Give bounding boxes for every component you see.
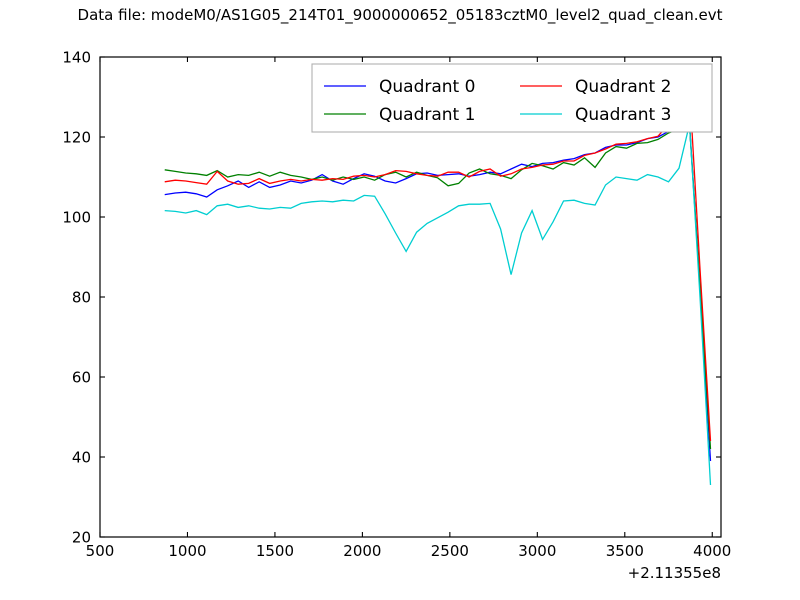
legend-box <box>311 63 713 133</box>
series-line-quadrant-3 <box>164 124 712 486</box>
y-tick-label: 100 <box>62 209 91 227</box>
y-tick-label: 80 <box>72 289 91 307</box>
x-tick-label: 3500 <box>606 542 644 560</box>
x-tick-label: 3000 <box>518 542 556 560</box>
legend-label-quadrant-1[interactable]: Quadrant 1 <box>379 105 475 125</box>
legend-label-quadrant-3[interactable]: Quadrant 3 <box>575 105 671 125</box>
data-layer <box>164 87 712 486</box>
y-tick-label: 40 <box>72 449 91 467</box>
x-tick-label: 2500 <box>431 542 469 560</box>
y-tick-label: 60 <box>72 369 91 387</box>
x-axis-offset-label: +2.11355e8 <box>628 564 721 582</box>
series-line-quadrant-2 <box>164 87 712 442</box>
x-tick-label: 1500 <box>256 542 294 560</box>
x-tick-label: 1000 <box>168 542 206 560</box>
x-tick-label: 2000 <box>343 542 381 560</box>
x-tick-label: 500 <box>86 542 115 560</box>
legend-label-quadrant-0[interactable]: Quadrant 0 <box>379 77 475 97</box>
y-tick-label: 140 <box>62 49 91 67</box>
x-tick-label: 4000 <box>693 542 731 560</box>
legend-label-quadrant-2[interactable]: Quadrant 2 <box>575 77 671 97</box>
series-line-quadrant-1 <box>164 124 712 450</box>
series-line-quadrant-0 <box>164 123 712 462</box>
page-title: Data file: modeM0/AS1G05_214T01_90000006… <box>77 6 723 24</box>
y-tick-label: 20 <box>72 529 91 547</box>
y-tick-label: 120 <box>62 129 91 147</box>
